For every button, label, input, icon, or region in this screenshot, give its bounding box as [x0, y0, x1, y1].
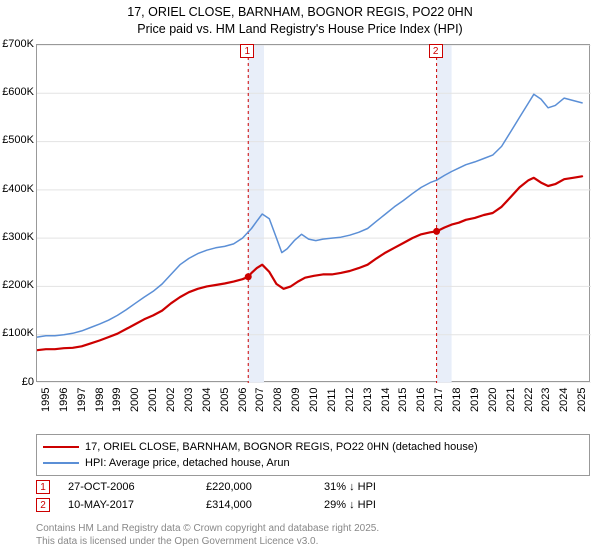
xtick-label: 2022 [523, 387, 535, 411]
series-hpi [37, 94, 582, 337]
title-line-2: Price paid vs. HM Land Registry's House … [0, 21, 600, 38]
xtick-label: 2002 [165, 387, 177, 411]
footnote-line-1: Contains HM Land Registry data © Crown c… [36, 522, 590, 535]
footnote-line-2: This data is licensed under the Open Gov… [36, 535, 590, 548]
ytick-label: £600K [2, 86, 34, 98]
legend-swatch [43, 462, 79, 464]
legend: 17, ORIEL CLOSE, BARNHAM, BOGNOR REGIS, … [36, 434, 590, 476]
sale-band [437, 45, 452, 383]
plot-svg [37, 45, 591, 383]
sales-table: 1 27-OCT-2006 £220,000 31% ↓ HPI 2 10-MAY-201… [36, 478, 590, 514]
xtick-label: 2016 [415, 387, 427, 411]
xtick-label: 2010 [308, 387, 320, 411]
xtick-label: 2001 [147, 387, 159, 411]
chart-title: 17, ORIEL CLOSE, BARNHAM, BOGNOR REGIS, … [0, 0, 600, 38]
sales-row: 2 10-MAY-2017 £314,000 29% ↓ HPI [36, 496, 590, 514]
ytick-label: £300K [2, 231, 34, 243]
sale-flag: 1 [240, 44, 254, 58]
ytick-label: £500K [2, 134, 34, 146]
xtick-label: 2009 [290, 387, 302, 411]
sales-row: 1 27-OCT-2006 £220,000 31% ↓ HPI [36, 478, 590, 496]
xtick-label: 2018 [451, 387, 463, 411]
legend-label: HPI: Average price, detached house, Arun [85, 457, 290, 469]
footnote: Contains HM Land Registry data © Crown c… [36, 522, 590, 548]
ytick-label: £200K [2, 279, 34, 291]
sales-price: £314,000 [206, 499, 306, 511]
legend-row: 17, ORIEL CLOSE, BARNHAM, BOGNOR REGIS, … [43, 439, 583, 455]
xtick-label: 2008 [272, 387, 284, 411]
plot-region: £0 £100K £200K £300K £400K £500K £600K £700K 199… [0, 38, 600, 420]
xtick-label: 2024 [558, 387, 570, 411]
xtick-label: 2003 [183, 387, 195, 411]
xtick-label: 2012 [344, 387, 356, 411]
legend-swatch [43, 446, 79, 448]
sales-flag: 1 [36, 480, 50, 494]
xtick-label: 2007 [254, 387, 266, 411]
title-line-1: 17, ORIEL CLOSE, BARNHAM, BOGNOR REGIS, … [0, 4, 600, 21]
legend-row: HPI: Average price, detached house, Arun [43, 455, 583, 471]
sales-date: 27-OCT-2006 [68, 481, 188, 493]
sale-point [433, 228, 440, 235]
xtick-label: 2023 [540, 387, 552, 411]
sale-flag: 2 [429, 44, 443, 58]
xtick-label: 2006 [237, 387, 249, 411]
sale-point [245, 273, 252, 280]
sales-diff: 31% ↓ HPI [324, 481, 444, 493]
xtick-label: 2000 [129, 387, 141, 411]
xtick-label: 1998 [94, 387, 106, 411]
xtick-label: 1999 [111, 387, 123, 411]
xtick-label: 2013 [362, 387, 374, 411]
xtick-label: 2011 [326, 388, 338, 412]
xtick-label: 2014 [380, 387, 392, 411]
ytick-label: £0 [22, 376, 34, 388]
xtick-label: 1995 [40, 387, 52, 411]
xtick-label: 2017 [433, 387, 445, 411]
sales-date: 10-MAY-2017 [68, 499, 188, 511]
series-price_paid [37, 176, 582, 350]
xtick-label: 2025 [576, 387, 588, 411]
xtick-label: 2019 [469, 387, 481, 411]
ytick-label: £700K [2, 38, 34, 50]
xtick-label: 1997 [76, 387, 88, 411]
plot-area [36, 44, 590, 382]
xtick-label: 2004 [201, 387, 213, 411]
legend-label: 17, ORIEL CLOSE, BARNHAM, BOGNOR REGIS, … [85, 441, 478, 453]
sales-price: £220,000 [206, 481, 306, 493]
xtick-label: 2015 [397, 387, 409, 411]
sales-diff: 29% ↓ HPI [324, 499, 444, 511]
xtick-label: 2020 [487, 387, 499, 411]
ytick-label: £100K [2, 327, 34, 339]
ytick-label: £400K [2, 183, 34, 195]
xtick-label: 2021 [505, 387, 517, 411]
sales-flag: 2 [36, 498, 50, 512]
xtick-label: 1996 [58, 387, 70, 411]
xtick-label: 2005 [219, 387, 231, 411]
